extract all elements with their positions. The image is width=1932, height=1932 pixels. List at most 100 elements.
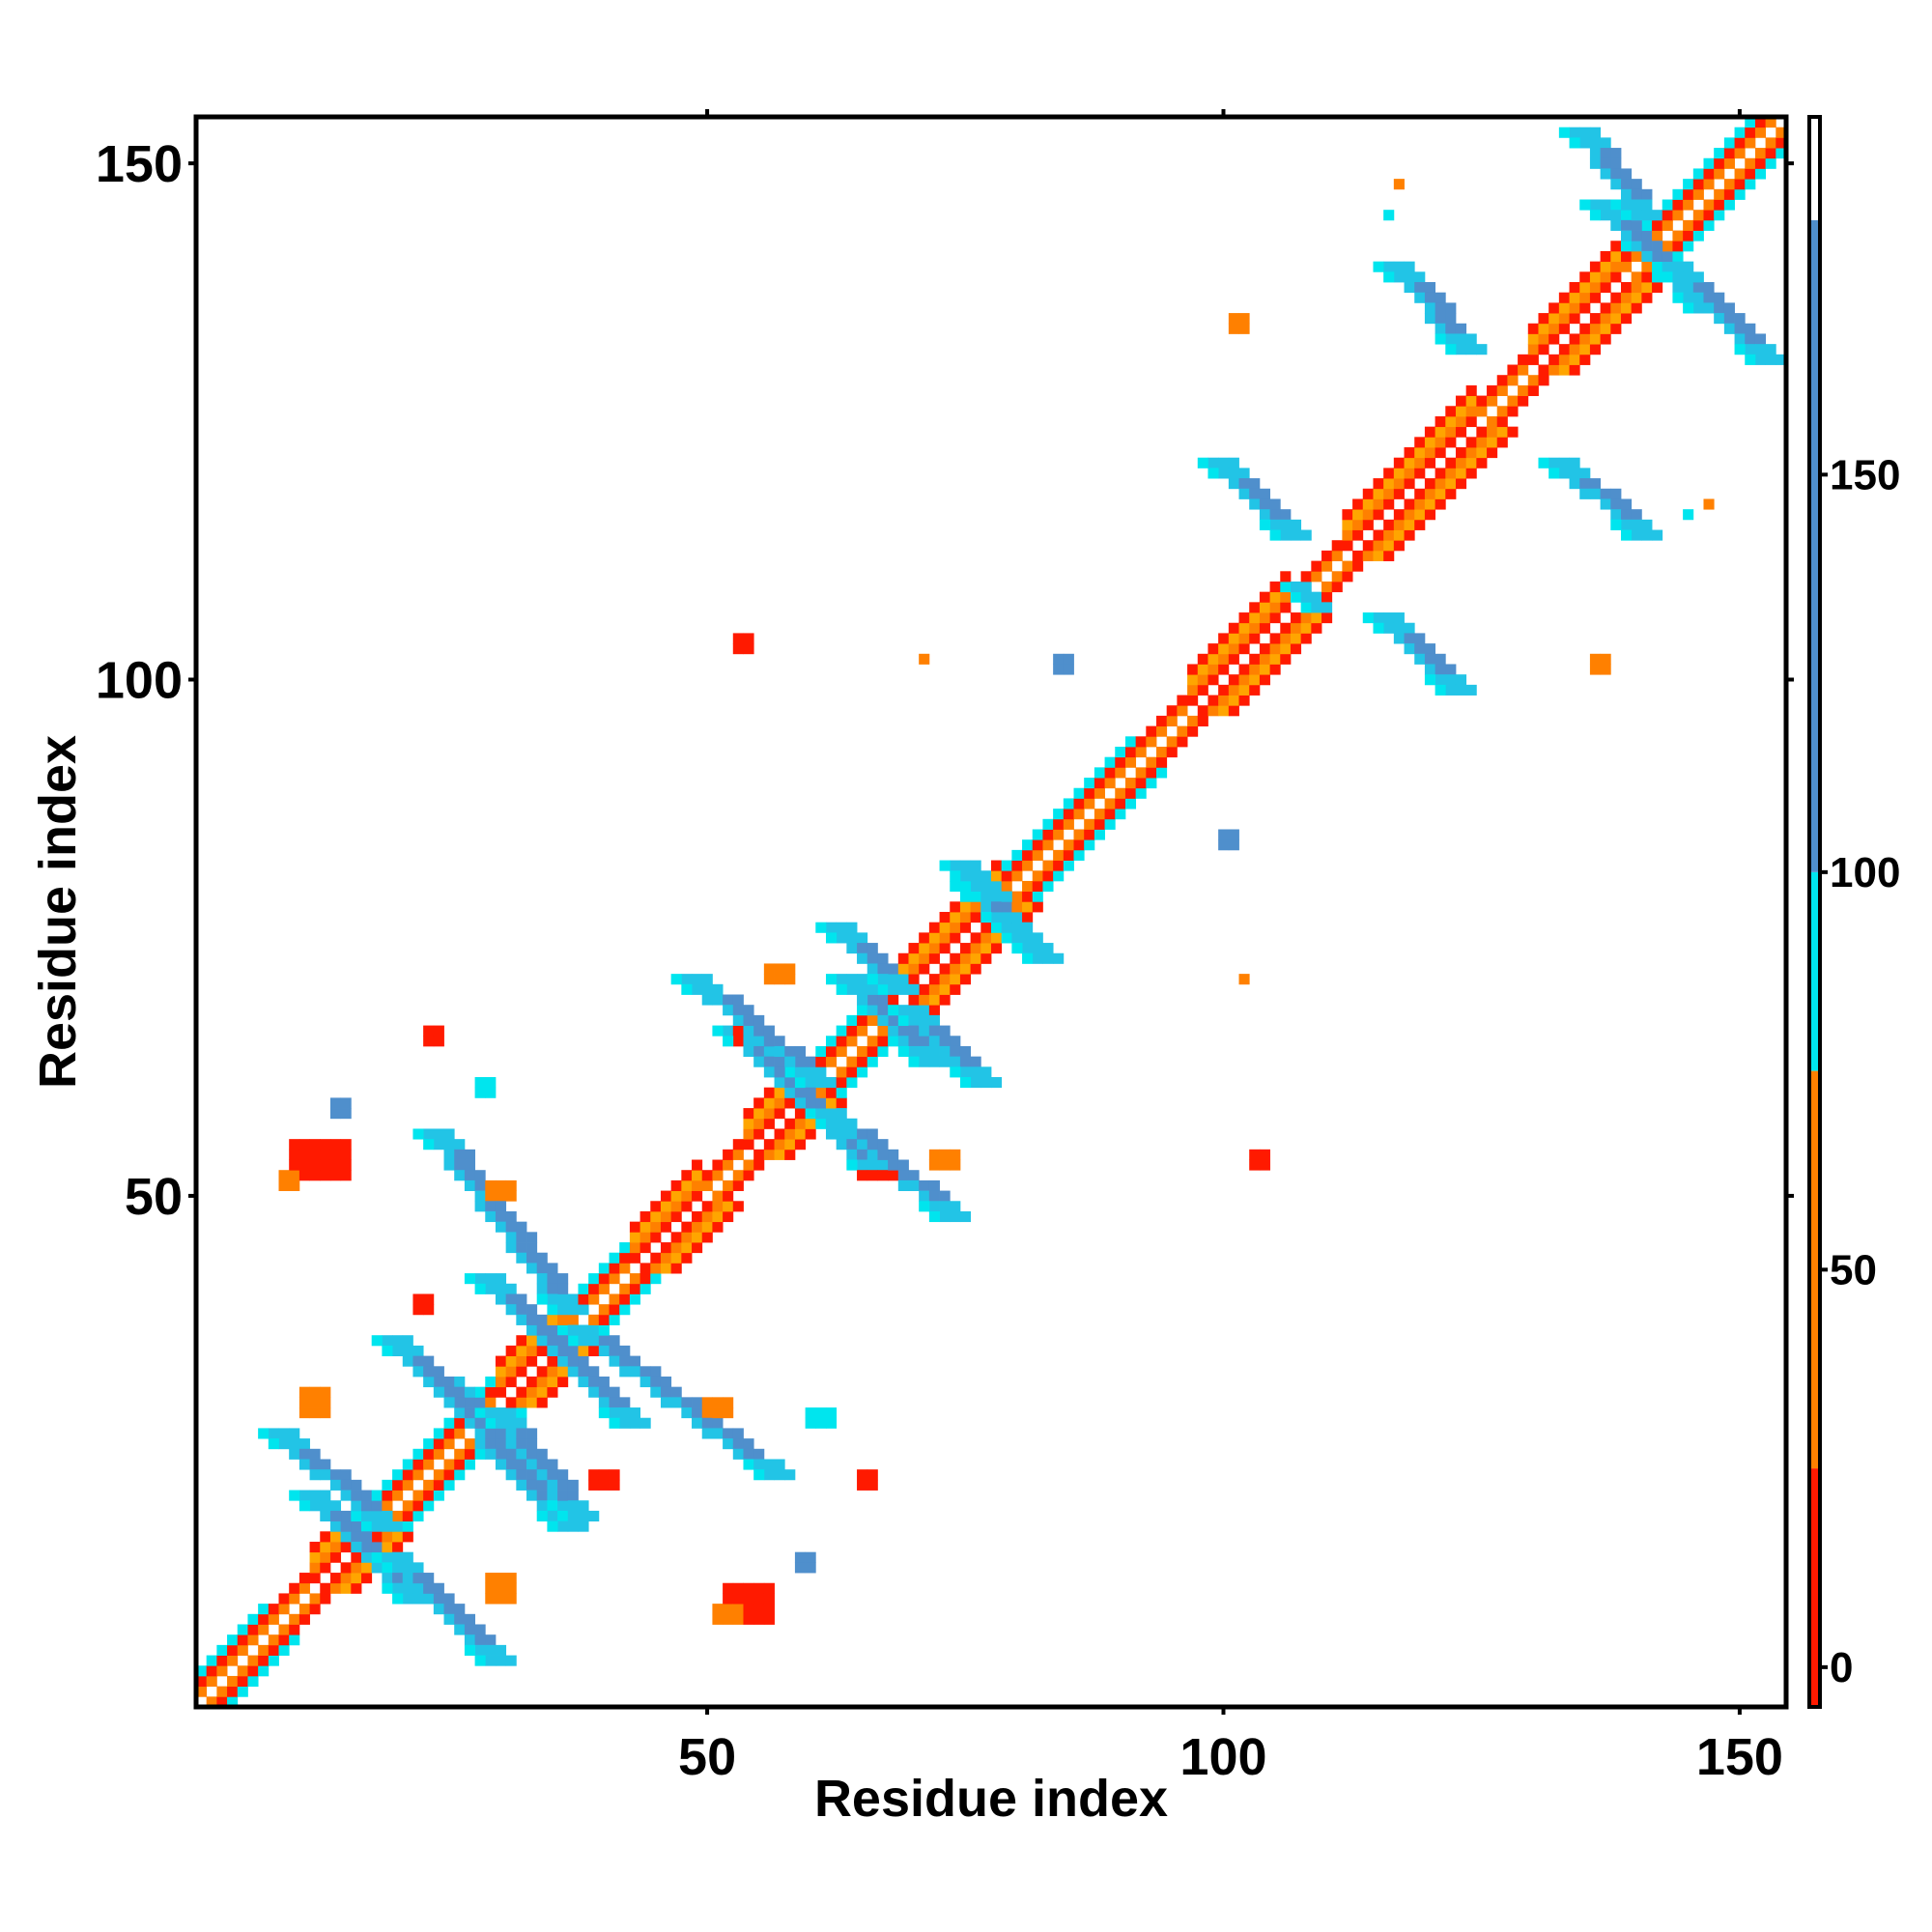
heatmap-cell bbox=[298, 1490, 310, 1501]
heatmap-cell bbox=[443, 1479, 455, 1491]
heatmap-cell bbox=[784, 1097, 796, 1109]
heatmap-cell bbox=[526, 1459, 538, 1470]
heatmap-cell bbox=[928, 943, 940, 954]
heatmap-cell bbox=[928, 952, 940, 964]
heatmap-cell bbox=[1135, 736, 1147, 748]
heatmap-cell bbox=[1631, 271, 1642, 283]
heatmap-cell bbox=[753, 1448, 765, 1460]
heatmap-cells bbox=[196, 117, 1787, 1708]
heatmap-cell bbox=[1321, 591, 1333, 603]
heatmap-cell bbox=[950, 1036, 961, 1047]
heatmap-cell bbox=[919, 1045, 930, 1058]
heatmap-cell bbox=[382, 1510, 393, 1522]
heatmap-cell bbox=[371, 1490, 383, 1501]
heatmap-cell bbox=[329, 1582, 342, 1594]
heatmap-cell bbox=[505, 1232, 517, 1243]
heatmap-cell bbox=[1311, 591, 1322, 603]
heatmap-cell bbox=[1600, 282, 1611, 294]
heatmap-cell bbox=[1445, 664, 1457, 675]
heatmap-cell bbox=[670, 1232, 682, 1243]
heatmap-cell bbox=[1300, 591, 1312, 603]
heatmap-cell bbox=[701, 1417, 713, 1429]
heatmap-cell bbox=[1238, 664, 1250, 675]
heatmap-cell bbox=[578, 1355, 589, 1367]
heatmap-cell bbox=[1703, 292, 1715, 303]
heatmap-cell bbox=[763, 1087, 775, 1098]
heatmap-cell bbox=[919, 1190, 930, 1202]
heatmap-cell bbox=[1703, 219, 1715, 231]
heatmap-cell bbox=[763, 1593, 775, 1605]
heatmap-cell bbox=[557, 1273, 569, 1285]
heatmap-cell bbox=[1631, 292, 1642, 303]
heatmap-cell bbox=[1445, 415, 1457, 428]
heatmap-cell bbox=[329, 1170, 342, 1181]
heatmap-cell bbox=[825, 1407, 838, 1419]
heatmap-cell bbox=[392, 1469, 404, 1481]
heatmap-cell bbox=[1465, 468, 1477, 479]
heatmap-cell bbox=[1424, 313, 1435, 325]
heatmap-cell bbox=[516, 1469, 527, 1481]
heatmap-cell bbox=[433, 1386, 444, 1398]
heatmap-cell bbox=[670, 1201, 682, 1212]
heatmap-cell bbox=[1487, 395, 1498, 407]
heatmap-cell bbox=[774, 1036, 785, 1047]
heatmap-cell bbox=[1383, 612, 1395, 624]
heatmap-cell bbox=[732, 1170, 744, 1181]
heatmap-cell bbox=[991, 1077, 1003, 1089]
heatmap-cell bbox=[1683, 179, 1694, 190]
heatmap-cell bbox=[609, 1252, 620, 1264]
heatmap-cell bbox=[1765, 354, 1776, 365]
heatmap-cell bbox=[526, 1263, 538, 1274]
heatmap-cell bbox=[392, 1531, 404, 1543]
heatmap-cell bbox=[867, 983, 878, 995]
colorbar-tick-label: 150 bbox=[1830, 451, 1900, 498]
heatmap-cell bbox=[928, 1025, 940, 1037]
heatmap-cell bbox=[227, 1655, 239, 1666]
heatmap-cell bbox=[897, 1014, 909, 1026]
heatmap-cell bbox=[309, 1490, 321, 1501]
heatmap-cell bbox=[1589, 653, 1602, 665]
heatmap-cell bbox=[970, 1066, 981, 1078]
heatmap-cell bbox=[1393, 488, 1405, 499]
heatmap-cell bbox=[1631, 219, 1642, 231]
heatmap-cell bbox=[1094, 787, 1105, 799]
heatmap-cell bbox=[1146, 736, 1157, 748]
heatmap-cell bbox=[723, 1407, 734, 1419]
heatmap-cell bbox=[732, 1428, 744, 1439]
heatmap-cell bbox=[1249, 1159, 1261, 1171]
heatmap-cell bbox=[888, 994, 899, 1006]
heatmap-cell bbox=[1146, 725, 1157, 737]
heatmap-cell bbox=[309, 1459, 321, 1470]
heatmap-cell bbox=[1620, 261, 1633, 272]
heatmap-cell bbox=[1527, 344, 1539, 355]
heatmap-cell bbox=[1362, 540, 1374, 552]
heatmap-cell bbox=[867, 1036, 878, 1047]
heatmap-cell bbox=[660, 1386, 672, 1398]
heatmap-cell bbox=[1383, 498, 1395, 510]
heatmap-cell bbox=[547, 1386, 558, 1398]
heatmap-cell bbox=[298, 1573, 310, 1584]
heatmap-cell bbox=[206, 1665, 217, 1677]
heatmap-cell bbox=[505, 1242, 517, 1254]
heatmap-cell bbox=[670, 1397, 682, 1408]
heatmap-cell bbox=[1652, 241, 1663, 252]
heatmap-cell bbox=[1156, 756, 1168, 768]
heatmap-cell bbox=[650, 1210, 662, 1223]
heatmap-cell bbox=[495, 1582, 507, 1594]
heatmap-cell bbox=[1589, 323, 1602, 334]
heatmap-cell bbox=[732, 1179, 744, 1191]
heatmap-cell bbox=[959, 891, 972, 902]
heatmap-cell bbox=[516, 1459, 527, 1470]
heatmap-cell bbox=[547, 1376, 558, 1388]
heatmap-cell bbox=[1589, 148, 1602, 159]
heatmap-cell bbox=[836, 922, 847, 933]
heatmap-cell bbox=[1424, 292, 1435, 303]
heatmap-cell bbox=[1383, 261, 1395, 272]
heatmap-cell bbox=[1166, 746, 1178, 758]
heatmap-cell bbox=[1558, 323, 1570, 334]
heatmap-cell bbox=[454, 1469, 466, 1481]
heatmap-cell bbox=[701, 994, 713, 1006]
heatmap-cell bbox=[1104, 756, 1116, 768]
heatmap-cell bbox=[939, 943, 951, 954]
heatmap-cell bbox=[371, 1541, 383, 1553]
